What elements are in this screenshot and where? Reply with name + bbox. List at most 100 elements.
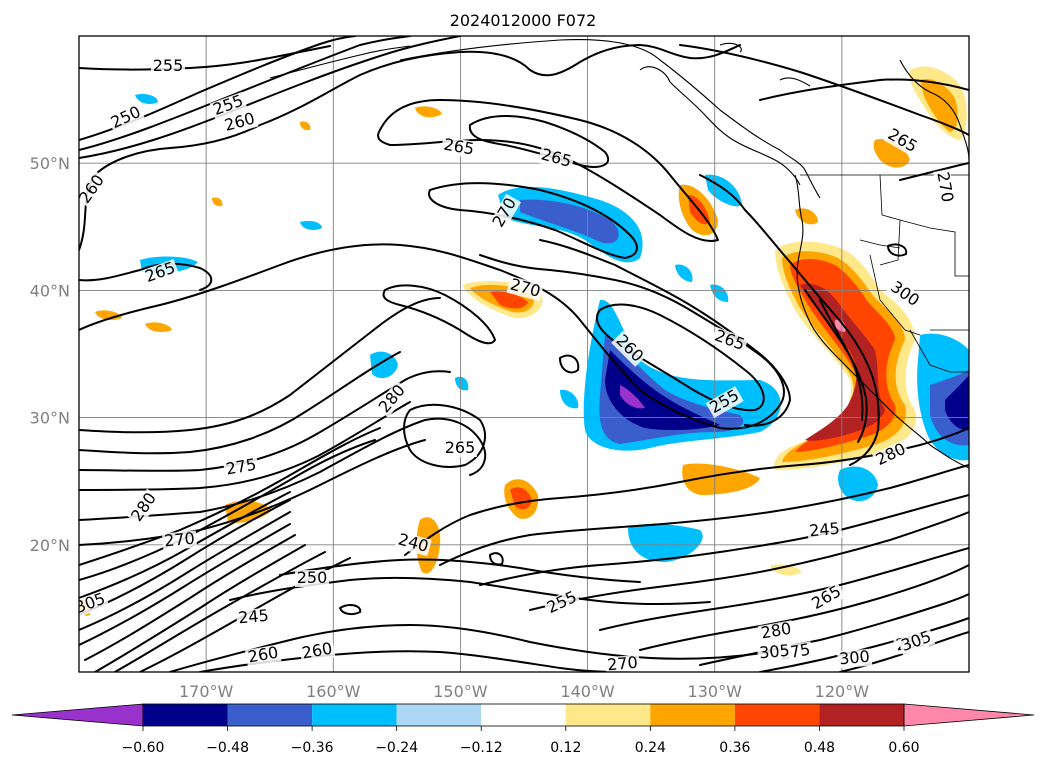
colorbar-segment xyxy=(734,704,820,726)
negative-anomaly-region xyxy=(605,350,720,431)
colorbar-segment xyxy=(227,704,313,726)
positive-anomaly-region xyxy=(225,500,272,523)
negative-anomaly-region xyxy=(620,385,645,409)
longitude-tick-label: 170°W xyxy=(179,682,234,701)
contour-label: 245 xyxy=(237,606,269,628)
contour-label-background xyxy=(295,570,329,587)
contour-label: 245 xyxy=(808,519,840,541)
contour-label-background xyxy=(710,326,749,355)
colorbar-segment xyxy=(312,704,397,726)
longitude-axis: 170°W 160°W 150°W 140°W 130°W 120°W xyxy=(179,682,869,701)
colorbar-tick-label: −0.60 xyxy=(122,740,165,756)
colorbar-tick-label: −0.48 xyxy=(206,740,249,756)
contour-label-background xyxy=(806,520,843,541)
contour-label: 270 xyxy=(606,653,638,675)
contour-label-background xyxy=(299,640,336,663)
contour-label-background xyxy=(489,193,521,232)
contour-label-background xyxy=(604,654,641,672)
contour-label-background xyxy=(440,136,477,159)
contour-label-background xyxy=(885,277,924,312)
longitude-tick-label: 150°W xyxy=(433,682,488,701)
contour-label-background xyxy=(883,125,922,157)
longitude-tick-label: 130°W xyxy=(688,682,743,701)
contour-label: 270 xyxy=(163,529,195,551)
colorbar: −0.60 −0.48 −0.36 −0.24 −0.12 0.12 0.24 0.36 0.4… xyxy=(11,703,1035,756)
contour-label-background xyxy=(221,110,259,136)
colorbar-extend-low xyxy=(11,703,144,727)
contour-label-background xyxy=(235,607,272,628)
colorbar-segment xyxy=(819,704,904,726)
map-frame xyxy=(78,35,970,673)
contour-label-background xyxy=(223,456,260,479)
contour-label-background xyxy=(611,330,648,367)
negative-anomaly-region xyxy=(300,220,322,230)
positive-anomaly-region xyxy=(834,319,846,332)
longitude-tick-label: 120°W xyxy=(815,682,870,701)
contour-label-background xyxy=(151,58,185,75)
negative-anomaly-region xyxy=(370,351,398,379)
negative-anomaly-region xyxy=(520,199,619,244)
colorbar-tick-label: 0.60 xyxy=(888,740,919,756)
contour-label-background xyxy=(443,440,477,457)
latitude-tick-label: 50°N xyxy=(30,154,70,173)
colorbar-tick-label: 0.36 xyxy=(719,740,750,756)
positive-anomaly-region xyxy=(490,291,528,309)
contour-label-background xyxy=(897,627,936,656)
contour-label-background xyxy=(758,620,795,643)
contour-label-background xyxy=(705,386,744,418)
contour-label-background xyxy=(127,488,162,527)
latitude-tick-label: 30°N xyxy=(30,409,70,428)
contour-label-background xyxy=(245,644,282,667)
negative-anomaly-region xyxy=(455,376,469,391)
contour-label: 255 xyxy=(153,56,184,75)
contour-label: 265 xyxy=(445,438,476,457)
positive-anomaly-region xyxy=(800,283,885,441)
positive-anomaly-region xyxy=(300,121,311,131)
contour-label-background xyxy=(756,642,793,663)
latitude-tick-label: 20°N xyxy=(30,536,70,555)
contour-label-background xyxy=(807,582,846,614)
latitude-tick-label: 40°N xyxy=(30,281,70,300)
colorbar-outline xyxy=(142,703,905,727)
contour-label-background xyxy=(107,103,146,133)
contour-label-background xyxy=(836,648,873,669)
colorbar-tick-label: 0.12 xyxy=(550,740,581,756)
contour-label: 300 xyxy=(838,647,870,669)
contour-label-background xyxy=(209,91,248,120)
latitude-axis: 50°N 40°N 30°N 20°N xyxy=(30,154,70,555)
positive-anomaly-region xyxy=(212,197,223,207)
negative-anomaly-region xyxy=(628,523,703,562)
contour-label-background xyxy=(933,169,956,206)
contour-label-background xyxy=(161,530,198,551)
colorbar-tick-label: −0.12 xyxy=(460,740,503,756)
contour-label-background xyxy=(79,170,110,209)
contour-label-background xyxy=(872,440,911,470)
anomaly-fill-layer xyxy=(79,66,969,616)
colorbar-segment xyxy=(565,704,651,726)
contour-label-background xyxy=(141,258,180,287)
colorbar-tick-label: 0.48 xyxy=(804,740,835,756)
longitude-tick-label: 160°W xyxy=(306,682,361,701)
contour-label: 305 xyxy=(758,641,790,663)
positive-anomaly-region xyxy=(873,139,910,168)
colorbar-segment xyxy=(650,704,735,726)
contour-label-background xyxy=(375,380,410,418)
coastline-layer xyxy=(269,39,969,469)
negative-anomaly-region xyxy=(945,375,969,431)
contour-label-background xyxy=(394,531,432,557)
colorbar-tick-label: −0.36 xyxy=(291,740,334,756)
contour-label: 250 xyxy=(297,568,328,587)
colorbar-extend-high xyxy=(903,703,1035,727)
negative-anomaly-region xyxy=(675,264,693,282)
positive-anomaly-region xyxy=(770,564,802,576)
contour-label-background xyxy=(537,146,575,172)
figure-title: 2024012000 F072 xyxy=(450,11,597,30)
contour-label-background xyxy=(543,588,582,618)
contour-label-background xyxy=(79,589,110,618)
colorbar-segment xyxy=(143,704,228,726)
colorbar-tick-label: −0.24 xyxy=(375,740,418,756)
contour-label-background xyxy=(506,276,544,302)
colorbar-segment xyxy=(396,704,482,726)
